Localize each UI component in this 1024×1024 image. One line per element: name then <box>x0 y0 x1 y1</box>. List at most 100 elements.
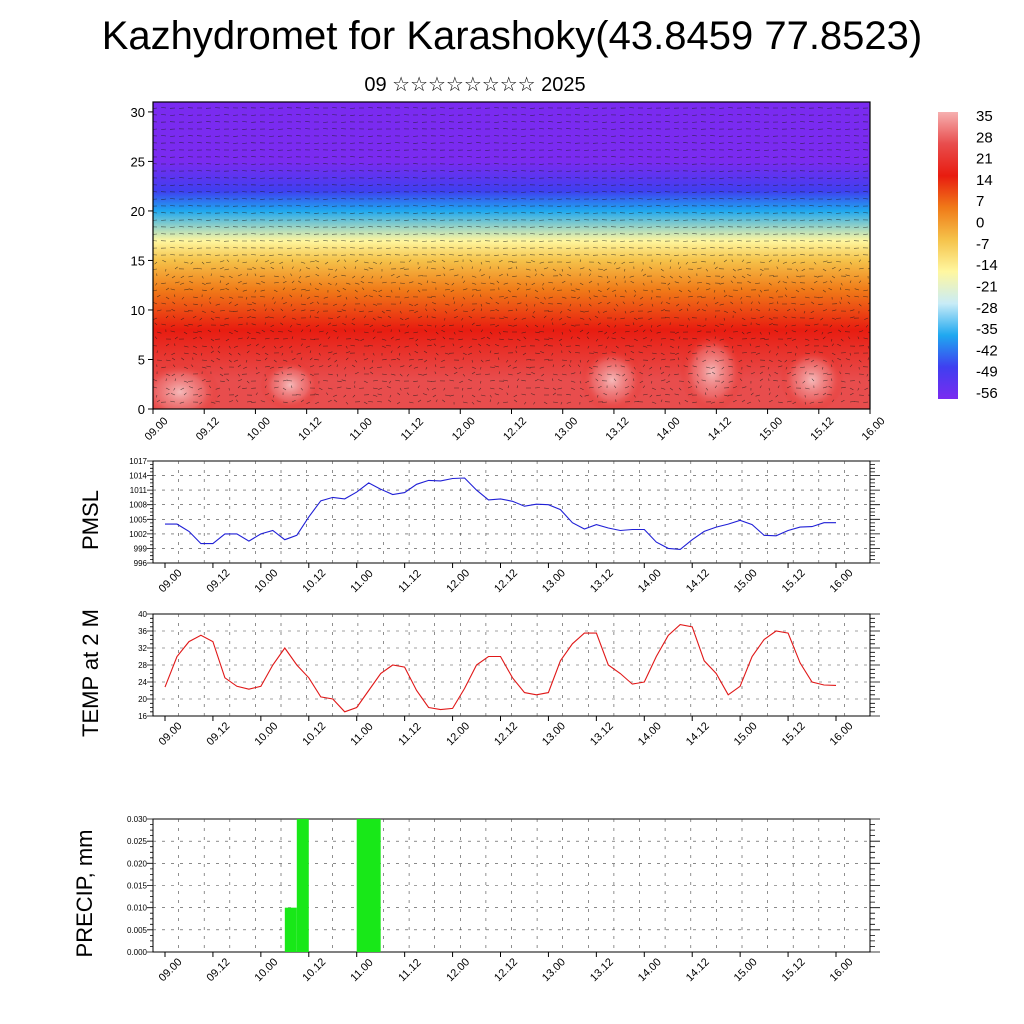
x-tick-label: 12.12 <box>501 415 529 443</box>
y-tick-label: 5 <box>138 352 145 367</box>
colorbar-label: -49 <box>976 364 998 381</box>
precip-panel: 0.030 0.025 0.020 0.015 0.010 0.005 0.000 09.00… <box>72 815 880 984</box>
y-tick-label: 0.000 <box>127 948 148 957</box>
y-tick-label: 1014 <box>129 472 147 481</box>
grid-lines <box>153 614 870 716</box>
x-tick-label: 14.12 <box>706 415 734 443</box>
x-tick-label: 16.00 <box>828 567 856 595</box>
wind-vectors <box>153 107 870 405</box>
x-tick-label: 11.00 <box>347 416 374 443</box>
x-tick-label: 11.00 <box>348 568 375 595</box>
x-tick-label: 15.00 <box>757 415 785 443</box>
y-tick-label: 10 <box>131 303 145 318</box>
panel-frame <box>152 613 871 717</box>
x-tick-label: 10.12 <box>300 956 328 984</box>
x-tick-label: 09.00 <box>143 415 171 443</box>
x-tick-label: 13.12 <box>588 956 616 984</box>
precip-bar <box>356 819 381 952</box>
colorbar-label: 0 <box>976 215 984 232</box>
x-tick-label: 09.12 <box>205 956 233 984</box>
colorbar-label: 35 <box>976 108 993 125</box>
y-axis-label: PRECIP, mm <box>72 830 97 958</box>
x-tick-label: 14.00 <box>655 415 683 443</box>
y-tick-label: 28 <box>138 661 147 670</box>
y-minor-ticks <box>147 818 880 953</box>
x-tick-label: 10.00 <box>252 567 280 595</box>
x-tick-label: 13.12 <box>588 720 616 748</box>
y-tick-label: 0.010 <box>127 904 148 913</box>
precip-bar <box>296 819 309 952</box>
warm-cell <box>780 348 844 409</box>
x-tick-label: 12.12 <box>492 956 520 984</box>
x-tick-label: 09.00 <box>157 956 185 984</box>
x-tick-label: 15.12 <box>780 720 808 748</box>
colorbar-label: 7 <box>976 193 984 210</box>
y-tick-label: 36 <box>138 627 147 636</box>
x-tick-label: 13.12 <box>588 567 616 595</box>
y-tick-label: 32 <box>138 644 147 653</box>
x-tick-label: 16.00 <box>860 415 888 443</box>
pmsl-panel: 1017 1014 1011 1008 1005 1002 999 996 09.00 09.12… <box>78 457 880 595</box>
x-tick-label: 12.00 <box>444 720 472 748</box>
colorbar-label: 21 <box>976 151 993 168</box>
x-tick-label: 15.00 <box>732 956 760 984</box>
x-tick-label: 14.00 <box>636 567 664 595</box>
colorbar-scale <box>938 112 958 399</box>
y-tick-label: 1002 <box>129 530 147 539</box>
x-tick-label: 15.00 <box>732 720 760 748</box>
x-tick-label: 15.12 <box>780 567 808 595</box>
y-minor-ticks <box>147 613 880 717</box>
y-tick-label: 999 <box>134 544 148 553</box>
y-tick-label: 25 <box>131 154 145 169</box>
y-tick-label: 1017 <box>129 457 147 466</box>
x-tick-label: 14.12 <box>684 567 712 595</box>
x-tick-label: 12.00 <box>444 567 472 595</box>
cross-section-panel: 0 5 10 15 20 25 30 09.00 09.12 10.00 10.12 11.00 11.… <box>131 101 888 443</box>
colorbar: 35 28 21 14 7 0 -7 -14 -21 -28 -35 -42 -49 -56 <box>938 108 998 402</box>
y-tick-label: 996 <box>134 559 148 568</box>
x-tick-label: 10.00 <box>252 720 280 748</box>
x-tick-label: 09.00 <box>157 720 185 748</box>
series-line <box>164 624 837 713</box>
colorbar-label: -35 <box>976 321 998 338</box>
colorbar-label: -14 <box>976 257 998 274</box>
precip-bar <box>284 907 297 952</box>
x-tick-label: 15.00 <box>732 567 760 595</box>
x-tick-label: 11.00 <box>348 957 375 984</box>
series-line <box>165 477 836 550</box>
y-tick-label: 0.020 <box>127 859 148 868</box>
panel-frame <box>152 460 871 564</box>
x-tick-label: 14.12 <box>684 720 712 748</box>
x-tick-label: 12.00 <box>450 415 478 443</box>
x-tick-label: 11.00 <box>348 721 375 748</box>
y-tick-label: 20 <box>138 695 147 704</box>
y-tick-label: 15 <box>131 253 145 268</box>
y-tick-label: 30 <box>131 105 145 120</box>
x-tick-label: 15.12 <box>780 956 808 984</box>
y-tick-label: 0.030 <box>127 815 148 824</box>
x-tick-label: 14.00 <box>636 720 664 748</box>
chart-title: Kazhydromet for Karashoky(43.8459 77.852… <box>101 14 923 58</box>
y-tick-label: 0.005 <box>127 926 148 935</box>
x-tick-label: 12.12 <box>492 567 520 595</box>
colorbar-label: -7 <box>976 236 989 253</box>
x-tick-label: 13.00 <box>540 956 568 984</box>
x-tick-label: 15.12 <box>808 415 836 443</box>
x-tick-label: 10.12 <box>300 720 328 748</box>
x-tick-label: 14.00 <box>636 956 664 984</box>
y-tick-label: 0.015 <box>127 882 148 891</box>
x-tick-label: 11.12 <box>396 568 423 595</box>
cross-section-field <box>153 102 870 409</box>
x-tick-label: 13.12 <box>604 415 632 443</box>
x-tick-label: 10.12 <box>300 567 328 595</box>
y-tick-label: 1008 <box>129 501 147 510</box>
colorbar-label: 14 <box>976 172 993 189</box>
y-tick-label: 0.025 <box>127 837 148 846</box>
colorbar-label: -28 <box>976 300 998 317</box>
y-tick-label: 16 <box>138 712 147 721</box>
colorbar-label: -56 <box>976 385 998 402</box>
x-tick-label: 11.12 <box>399 416 426 443</box>
cross-section-overlay <box>153 107 870 409</box>
x-tick-label: 10.00 <box>252 956 280 984</box>
